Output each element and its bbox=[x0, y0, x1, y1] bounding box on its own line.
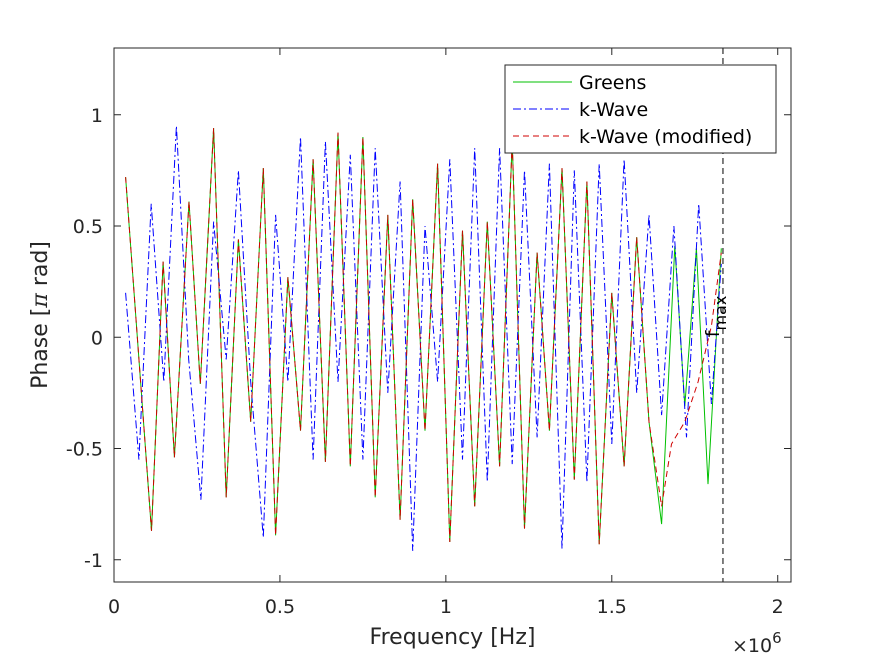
fmax-label-main: f bbox=[702, 329, 724, 337]
legend-label-1: Greens bbox=[579, 72, 646, 94]
x-tick-label: 0 bbox=[108, 596, 120, 618]
y-tick-label: 0 bbox=[91, 327, 103, 349]
series-line-3 bbox=[125, 128, 722, 545]
y-axis-title-suffix: rad] bbox=[28, 241, 53, 293]
x-axis-exponent: ×106 bbox=[732, 629, 782, 656]
series-layer bbox=[125, 125, 722, 551]
y-axis-title-prefix: Phase [ bbox=[28, 308, 53, 389]
fmax-label: fmax bbox=[702, 296, 730, 338]
y-tick-label: 1 bbox=[91, 105, 103, 127]
x-tick-label: 1.5 bbox=[597, 596, 627, 618]
y-tick-label: 0.5 bbox=[73, 216, 103, 238]
x-tick-label: 2 bbox=[772, 596, 784, 618]
legend: Greens k-Wave k-Wave (modified) bbox=[504, 64, 777, 154]
y-axis-title-symbol: π bbox=[28, 293, 53, 309]
x-tick-label: 1 bbox=[440, 596, 452, 618]
x-axis-exponent-base: ×10 bbox=[732, 635, 772, 656]
x-axis-title: Frequency [Hz] bbox=[370, 625, 536, 650]
y-axis-title: Phase [π rad] bbox=[28, 241, 53, 389]
series-line-2 bbox=[125, 125, 722, 551]
y-tick-label: -1 bbox=[84, 550, 103, 572]
legend-label-3: k-Wave (modified) bbox=[579, 126, 752, 148]
y-tick-label: -0.5 bbox=[66, 439, 103, 461]
axes-box bbox=[113, 47, 792, 583]
x-axis-exponent-power: 6 bbox=[772, 629, 782, 647]
axes-layer: 0 0.5 1 1.5 2 -1 -0.5 0 0.5 1 bbox=[66, 47, 792, 618]
legend-label-2: k-Wave bbox=[579, 99, 648, 121]
fmax-label-subscript: max bbox=[711, 296, 730, 331]
x-tick-label: 0.5 bbox=[265, 596, 295, 618]
